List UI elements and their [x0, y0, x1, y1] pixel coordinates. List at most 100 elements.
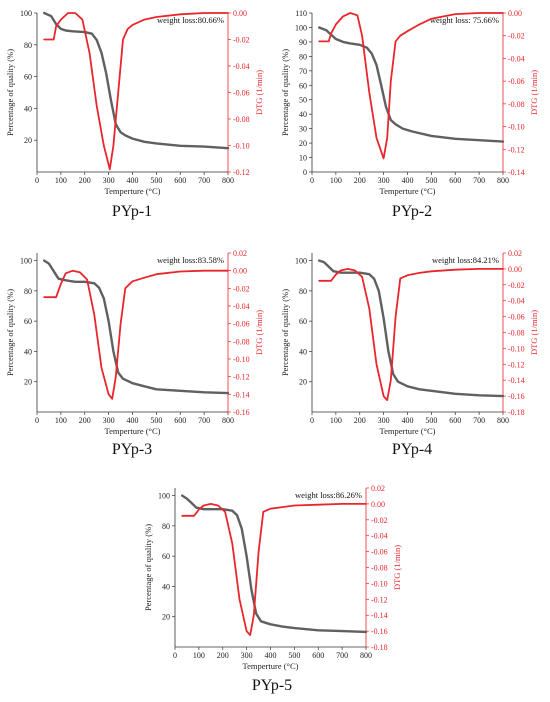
y-right-tick-label: -0.04: [508, 54, 525, 63]
y-right-tick-label: -0.18: [371, 643, 388, 652]
y-right-tick-label: -0.06: [233, 320, 250, 329]
y-right-tick-label: -0.12: [233, 373, 250, 382]
tg-curve: [318, 259, 505, 398]
x-tick-label: 0: [35, 176, 39, 185]
dtg-curve: [43, 269, 229, 400]
panel-pyp-4: 0 100 200 300 400 500 600 700 800 20 40 60 80 100 0.02…: [275, 240, 550, 440]
panel-pyp-1: 0 100 200 300 400 500 600 700 800 20 40 60 80 100 0.00…: [0, 0, 275, 200]
y-right-tick-label: -0.08: [233, 115, 250, 124]
y-right-tick-label: -0.04: [233, 302, 250, 311]
y-right-tick-label: -0.14: [371, 611, 388, 620]
x-tick-label: 800: [497, 416, 509, 425]
x-tick-label: 200: [354, 176, 366, 185]
caption-pyp-5: PYp-5: [251, 677, 293, 694]
y-axis-right-label: DTG (1/min): [529, 70, 539, 115]
y-right-tick-label: -0.14: [233, 390, 250, 399]
weight-loss-annotation: weight loss:84.21%: [432, 255, 499, 265]
x-tick-label: 500: [425, 176, 437, 185]
y-left-tick-label: 40: [299, 347, 307, 356]
x-tick-label: 300: [103, 176, 115, 185]
y-right-tick-label: -0.02: [371, 516, 388, 525]
y-right-tick-label: -0.08: [508, 100, 525, 109]
dtg-curve: [318, 12, 504, 160]
y-left-tick-label: 30: [299, 125, 307, 134]
panel-pyp-3: 0 100 200 300 400 500 600 700 800 20 40 60 80 100 0.02…: [0, 240, 275, 440]
x-tick-label: 600: [174, 416, 186, 425]
y-right-tick-label: 0.02: [508, 249, 522, 258]
x-tick-label: 400: [402, 416, 414, 425]
y-axis-right-label: DTG (1/min): [254, 310, 264, 355]
x-tick-label: 400: [127, 176, 139, 185]
y-left-tick-label: 100: [20, 257, 32, 266]
tg-curve: [43, 11, 230, 150]
y-right-tick-label: -0.12: [233, 168, 250, 177]
y-right-tick-label: -0.12: [508, 145, 525, 154]
y-left-tick-label: 80: [299, 287, 307, 296]
y-right-tick-label: -0.04: [508, 297, 525, 306]
dtg-curve: [43, 12, 229, 171]
y-right-tick-label: -0.12: [371, 595, 388, 604]
x-tick-label: 200: [354, 416, 366, 425]
x-tick-label: 600: [174, 176, 186, 185]
weight-loss-annotation: weight loss:80.66%: [157, 15, 224, 25]
y-right-tick-label: -0.16: [371, 627, 388, 636]
x-axis-label: Temperture (°C): [380, 186, 436, 196]
y-left-tick-label: 100: [158, 492, 170, 501]
y-right-tick-label: -0.16: [233, 408, 250, 417]
y-left-tick-label: 100: [295, 23, 307, 32]
y-right-tick-label: -0.06: [508, 77, 525, 86]
y-left-tick-label: 110: [295, 9, 307, 18]
y-right-tick-label: 0.02: [371, 484, 385, 493]
caption-pyp-3: PYp-3: [111, 441, 153, 458]
weight-loss-annotation: weight loss:86.26%: [295, 490, 362, 500]
y-left-tick-label: 60: [24, 73, 32, 82]
dtg-curve: [318, 267, 504, 402]
x-tick-label: 500: [425, 416, 437, 425]
y-left-tick-label: 10: [299, 154, 307, 163]
y-axis-left-label: Percentage of quality (%): [5, 289, 15, 376]
x-axis-label: Temperture (°C): [105, 426, 161, 436]
y-left-tick-label: 60: [162, 552, 170, 561]
caption-pyp-1: PYp-1: [111, 203, 153, 220]
y-left-tick-label: 60: [24, 317, 32, 326]
x-tick-label: 800: [360, 651, 372, 660]
x-axis-label: Temperture (°C): [105, 186, 161, 196]
y-right-tick-label: -0.02: [233, 284, 250, 293]
x-tick-label: 0: [310, 416, 314, 425]
x-tick-label: 700: [473, 176, 485, 185]
y-right-tick-label: -0.14: [508, 376, 525, 385]
y-axis-right-label: DTG (1/min): [392, 545, 402, 590]
caption-pyp-4: PYp-4: [391, 441, 433, 458]
y-right-tick-label: -0.12: [508, 360, 525, 369]
x-tick-label: 0: [35, 416, 39, 425]
y-right-tick-label: -0.08: [508, 329, 525, 338]
y-left-tick-label: 20: [299, 139, 307, 148]
y-axis-left-label: Percentage of quality (%): [5, 49, 15, 136]
y-left-tick-label: 0: [303, 168, 307, 177]
x-tick-label: 200: [79, 176, 91, 185]
y-right-tick-label: 0.00: [508, 9, 522, 18]
x-tick-label: 800: [497, 176, 509, 185]
y-right-tick-label: -0.06: [233, 89, 250, 98]
y-left-tick-label: 40: [162, 582, 170, 591]
y-right-tick-label: -0.10: [233, 355, 250, 364]
y-right-tick-label: -0.02: [508, 32, 525, 41]
x-tick-label: 500: [288, 651, 300, 660]
x-tick-label: 0: [173, 651, 177, 660]
x-tick-label: 300: [103, 416, 115, 425]
x-tick-label: 800: [222, 176, 234, 185]
x-tick-label: 400: [265, 651, 277, 660]
chart-pyp-3: 0 100 200 300 400 500 600 700 800 20 40 60 80 100 0.02…: [5, 249, 264, 436]
chart-pyp-1: 0 100 200 300 400 500 600 700 800 20 40 60 80 100 0.00…: [5, 9, 264, 196]
y-right-tick-label: -0.02: [233, 36, 250, 45]
weight-loss-annotation: weight loss: 75.66%: [430, 15, 499, 25]
x-tick-label: 400: [127, 416, 139, 425]
y-axis-left-label: Percentage of quality (%): [280, 289, 290, 376]
y-left-tick-label: 80: [162, 522, 170, 531]
x-tick-label: 700: [473, 416, 485, 425]
y-right-tick-label: -0.16: [508, 392, 525, 401]
x-tick-label: 100: [55, 176, 67, 185]
y-right-tick-label: -0.04: [233, 62, 250, 71]
x-tick-label: 600: [449, 416, 461, 425]
